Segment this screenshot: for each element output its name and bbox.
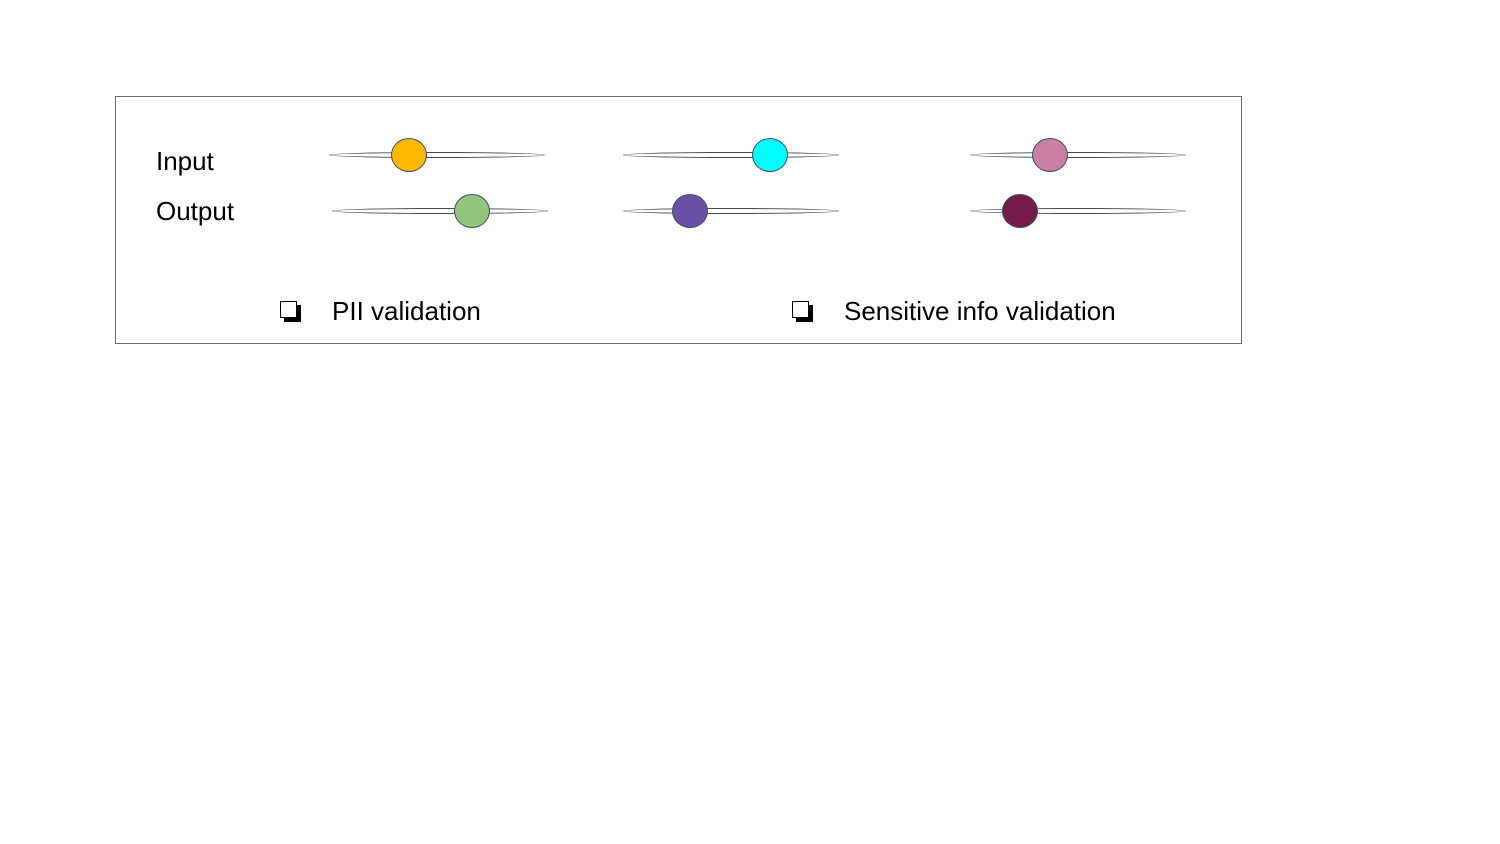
- slider-thumb[interactable]: [454, 194, 491, 228]
- input-slider-3[interactable]: [970, 138, 1186, 172]
- input-slider-1[interactable]: [329, 138, 545, 172]
- sensitive-info-validation-label: Sensitive info validation: [844, 295, 1116, 326]
- checkbox-icon[interactable]: [280, 300, 301, 322]
- input-slider-2[interactable]: [623, 138, 839, 172]
- slider-track: [970, 152, 1186, 158]
- slider-thumb[interactable]: [671, 194, 708, 228]
- checkbox-icon[interactable]: [792, 300, 813, 322]
- slider-thumb[interactable]: [751, 138, 788, 172]
- slider-track: [623, 208, 839, 214]
- slider-track: [329, 152, 545, 158]
- output-row-label: Output: [156, 196, 235, 226]
- output-slider-3[interactable]: [970, 194, 1186, 228]
- input-row-label: Input: [156, 146, 214, 176]
- slider-track: [970, 208, 1186, 214]
- slider-thumb[interactable]: [1031, 138, 1068, 172]
- sensitive-info-validation-checkbox[interactable]: Sensitive info validation: [792, 296, 1116, 326]
- slider-track: [332, 208, 548, 214]
- slider-thumb[interactable]: [390, 138, 427, 172]
- output-slider-2[interactable]: [623, 194, 839, 228]
- slider-track: [623, 152, 839, 158]
- pii-validation-checkbox[interactable]: PII validation: [280, 296, 481, 326]
- pii-validation-label: PII validation: [332, 295, 481, 326]
- slider-thumb[interactable]: [1001, 194, 1038, 228]
- output-slider-1[interactable]: [332, 194, 548, 228]
